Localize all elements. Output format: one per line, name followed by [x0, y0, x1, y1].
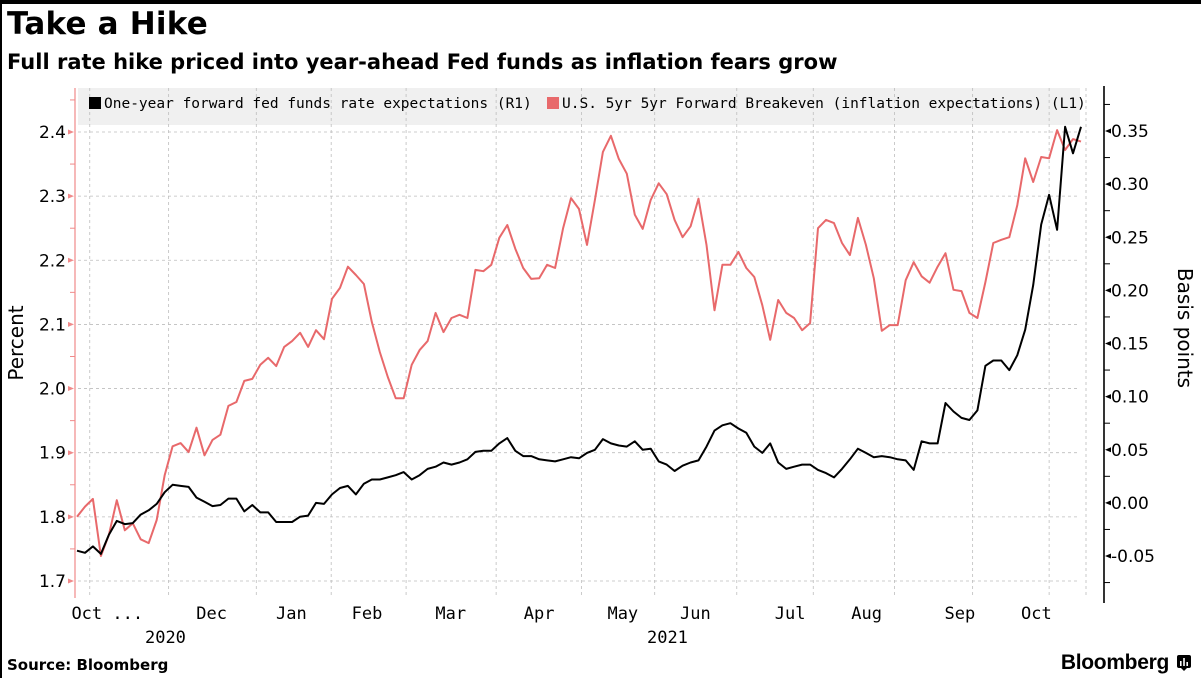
left-tick-label: 2.2: [39, 251, 66, 271]
chart-subtitle: Full rate hike priced into year-ahead Fe…: [7, 50, 838, 74]
x-tick-label: Jul: [775, 604, 806, 624]
left-tick-marker: [68, 578, 74, 584]
right-tick-label: 0.15: [1111, 335, 1149, 355]
left-tick-label: 1.7: [39, 572, 66, 592]
left-tick-marker: [68, 257, 74, 263]
chart-title: Take a Hike: [7, 6, 208, 42]
right-tick-label: 0.00: [1111, 494, 1149, 514]
right-tick-marker: [1105, 181, 1111, 187]
x-tick-label: Aug: [851, 604, 882, 624]
right-tick-label: 0.25: [1111, 228, 1149, 248]
source-note: Source: Bloomberg: [7, 656, 169, 674]
left-tick-label: 2.3: [39, 187, 66, 207]
top-border: [0, 0, 1201, 4]
right-tick-marker: [1105, 234, 1111, 240]
legend-background: [78, 88, 1080, 125]
left-axis-title: Percent: [4, 305, 28, 380]
gridlines: [78, 88, 1087, 598]
right-tick-label: 0.05: [1111, 441, 1149, 461]
left-tick-marker: [68, 193, 74, 199]
bloomberg-chart-icon: [1177, 655, 1191, 671]
right-tick-marker: [1105, 287, 1111, 293]
x-tick-label: Jun: [680, 604, 711, 624]
x-tick-label: Sep: [945, 604, 976, 624]
right-tick-label: 0.35: [1111, 122, 1149, 142]
series-lines: [76, 125, 1082, 557]
bloomberg-brand: Bloomberg: [1061, 651, 1191, 675]
right-tick-label: -0.05: [1111, 547, 1155, 567]
x-axis: Oct ... Dec Jan Feb Mar Apr May Jun Jul Aug Sep Oct…: [71, 604, 1051, 648]
left-tick-label: 2.1: [39, 315, 66, 335]
x-tick-label: Apr: [524, 604, 555, 624]
series-line-fed-funds: [76, 125, 1082, 555]
left-tick-marker: [68, 450, 74, 456]
x-tick-label: Jan: [276, 604, 307, 624]
left-tick-marker: [68, 514, 74, 520]
left-tick-label: 2.4: [39, 123, 66, 143]
x-year-label: 2021: [647, 628, 688, 648]
right-tick-marker: [1105, 341, 1111, 346]
left-axis: 1.7 1.8 1.9 2.0 2.1 2.2 2.3 2.4: [39, 88, 76, 598]
right-tick-marker: [1105, 447, 1111, 453]
right-tick-marker: [1105, 128, 1111, 134]
x-tick-label: Feb: [352, 604, 383, 624]
left-tick-label: 1.8: [39, 508, 66, 528]
right-tick-marker: [1105, 500, 1111, 506]
legend: One-year forward fed funds rate expectat…: [89, 96, 1086, 112]
bloomberg-logo-text: Bloomberg: [1060, 651, 1169, 674]
left-tick-marker: [68, 386, 74, 392]
right-tick-label: 0.20: [1111, 281, 1149, 301]
x-tick-label: Oct ...: [71, 604, 143, 624]
series-line-breakeven: [76, 129, 1082, 557]
legend-label-breakeven: U.S. 5yr 5yr Forward Breakeven (inflatio…: [562, 96, 1086, 112]
left-tick-label: 1.9: [39, 444, 66, 464]
legend-label-fed-funds: One-year forward fed funds rate expectat…: [104, 96, 532, 112]
x-tick-label: Oct: [1021, 604, 1052, 624]
left-tick-marker: [68, 321, 74, 327]
left-tick-marker: [68, 129, 74, 135]
legend-swatch-fed-funds: [89, 97, 101, 109]
right-axis-title: Basis points: [1173, 268, 1197, 388]
right-axis: -0.05 0.00 0.05 0.10 0.15 0.20 0.25 0.30 0.35: [1103, 86, 1155, 603]
right-tick-label: 0.10: [1111, 388, 1149, 408]
legend-swatch-breakeven: [547, 97, 559, 109]
left-tick-label: 2.0: [39, 380, 66, 400]
x-year-label: 2020: [145, 628, 186, 648]
right-tick-marker: [1105, 394, 1111, 400]
x-tick-label: Mar: [435, 604, 466, 624]
right-tick-label: 0.30: [1111, 175, 1149, 195]
left-border: [0, 0, 2, 678]
x-tick-label: Dec: [196, 604, 227, 624]
x-tick-label: May: [607, 604, 638, 624]
right-tick-marker: [1105, 553, 1111, 559]
